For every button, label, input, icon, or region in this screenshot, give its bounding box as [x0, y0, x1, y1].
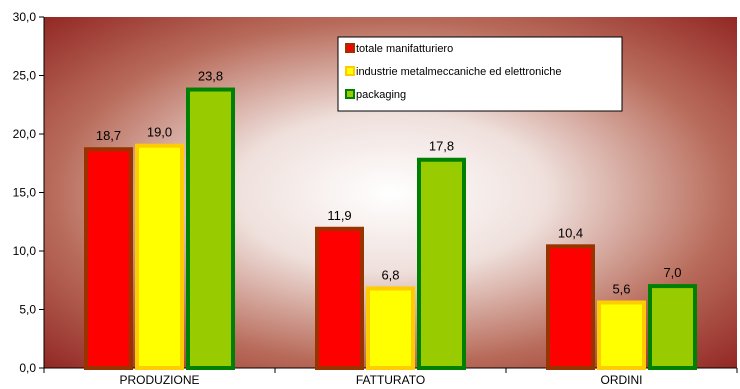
y-tick-label: 25,0: [13, 69, 37, 83]
data-label: 11,9: [327, 208, 351, 223]
data-label: 19,0: [147, 125, 172, 140]
y-tick-label: 0,0: [19, 361, 36, 375]
bar-series-group: [84, 87, 697, 371]
bar-packaging-ordini: [648, 284, 697, 371]
y-tick-label: 10,0: [13, 244, 37, 258]
legend: totale manifatturiero industrie metalmecc…: [337, 36, 623, 112]
legend-box: [337, 36, 623, 112]
bar-totale-manifatturiero-fatturato: [315, 226, 364, 370]
data-label: 6,8: [381, 267, 399, 282]
x-tick-label: PRODUZIONE: [119, 373, 199, 387]
x-tick-label: FATTURATO: [356, 373, 425, 387]
bar-industrie-metalmeccaniche-ed-elettroniche-ordini: [597, 300, 646, 371]
data-labels-group: 18,7 19,0 23,8 11,9 6,8 17,8 10,4 5,6 7,0: [96, 69, 682, 297]
legend-swatch-industrie-metalmeccaniche-ed-elettroniche: [345, 66, 355, 76]
bar-totale-manifatturiero-ordini: [546, 244, 595, 371]
data-label: 23,8: [198, 69, 223, 84]
data-label: 18,7: [96, 128, 121, 143]
legend-label-packaging: packaging: [356, 89, 406, 101]
legend-label-industrie-metalmeccaniche-ed-elettroniche: industrie metalmeccaniche ed elettronich…: [356, 66, 561, 78]
bar-totale-manifatturiero-produzione: [84, 147, 133, 370]
y-tick-label: 15,0: [13, 186, 37, 200]
bar-industrie-metalmeccaniche-ed-elettroniche-produzione: [135, 143, 184, 370]
x-axis: PRODUZIONE FATTURATO ORDINI: [43, 367, 738, 387]
y-tick-label: 30,0: [13, 10, 37, 24]
y-tick-label: 5,0: [19, 303, 36, 317]
data-label: 17,8: [429, 139, 454, 154]
legend-swatch-packaging: [345, 89, 355, 99]
bar-packaging-produzione: [186, 87, 235, 370]
bar-industrie-metalmeccaniche-ed-elettroniche-fatturato: [366, 286, 415, 370]
data-label: 5,6: [612, 281, 630, 296]
legend-swatch-totale-manifatturiero: [345, 43, 355, 53]
data-label: 10,4: [558, 225, 583, 240]
data-label: 7,0: [663, 265, 681, 280]
y-tick-label: 20,0: [13, 127, 37, 141]
x-tick-label: ORDINI: [601, 373, 643, 387]
y-axis: 0,0 5,0 10,0 15,0 20,0 25,0 30,0: [13, 10, 45, 375]
legend-label-totale-manifatturiero: totale manifatturiero: [356, 43, 453, 55]
bar-packaging-fatturato: [417, 157, 466, 370]
